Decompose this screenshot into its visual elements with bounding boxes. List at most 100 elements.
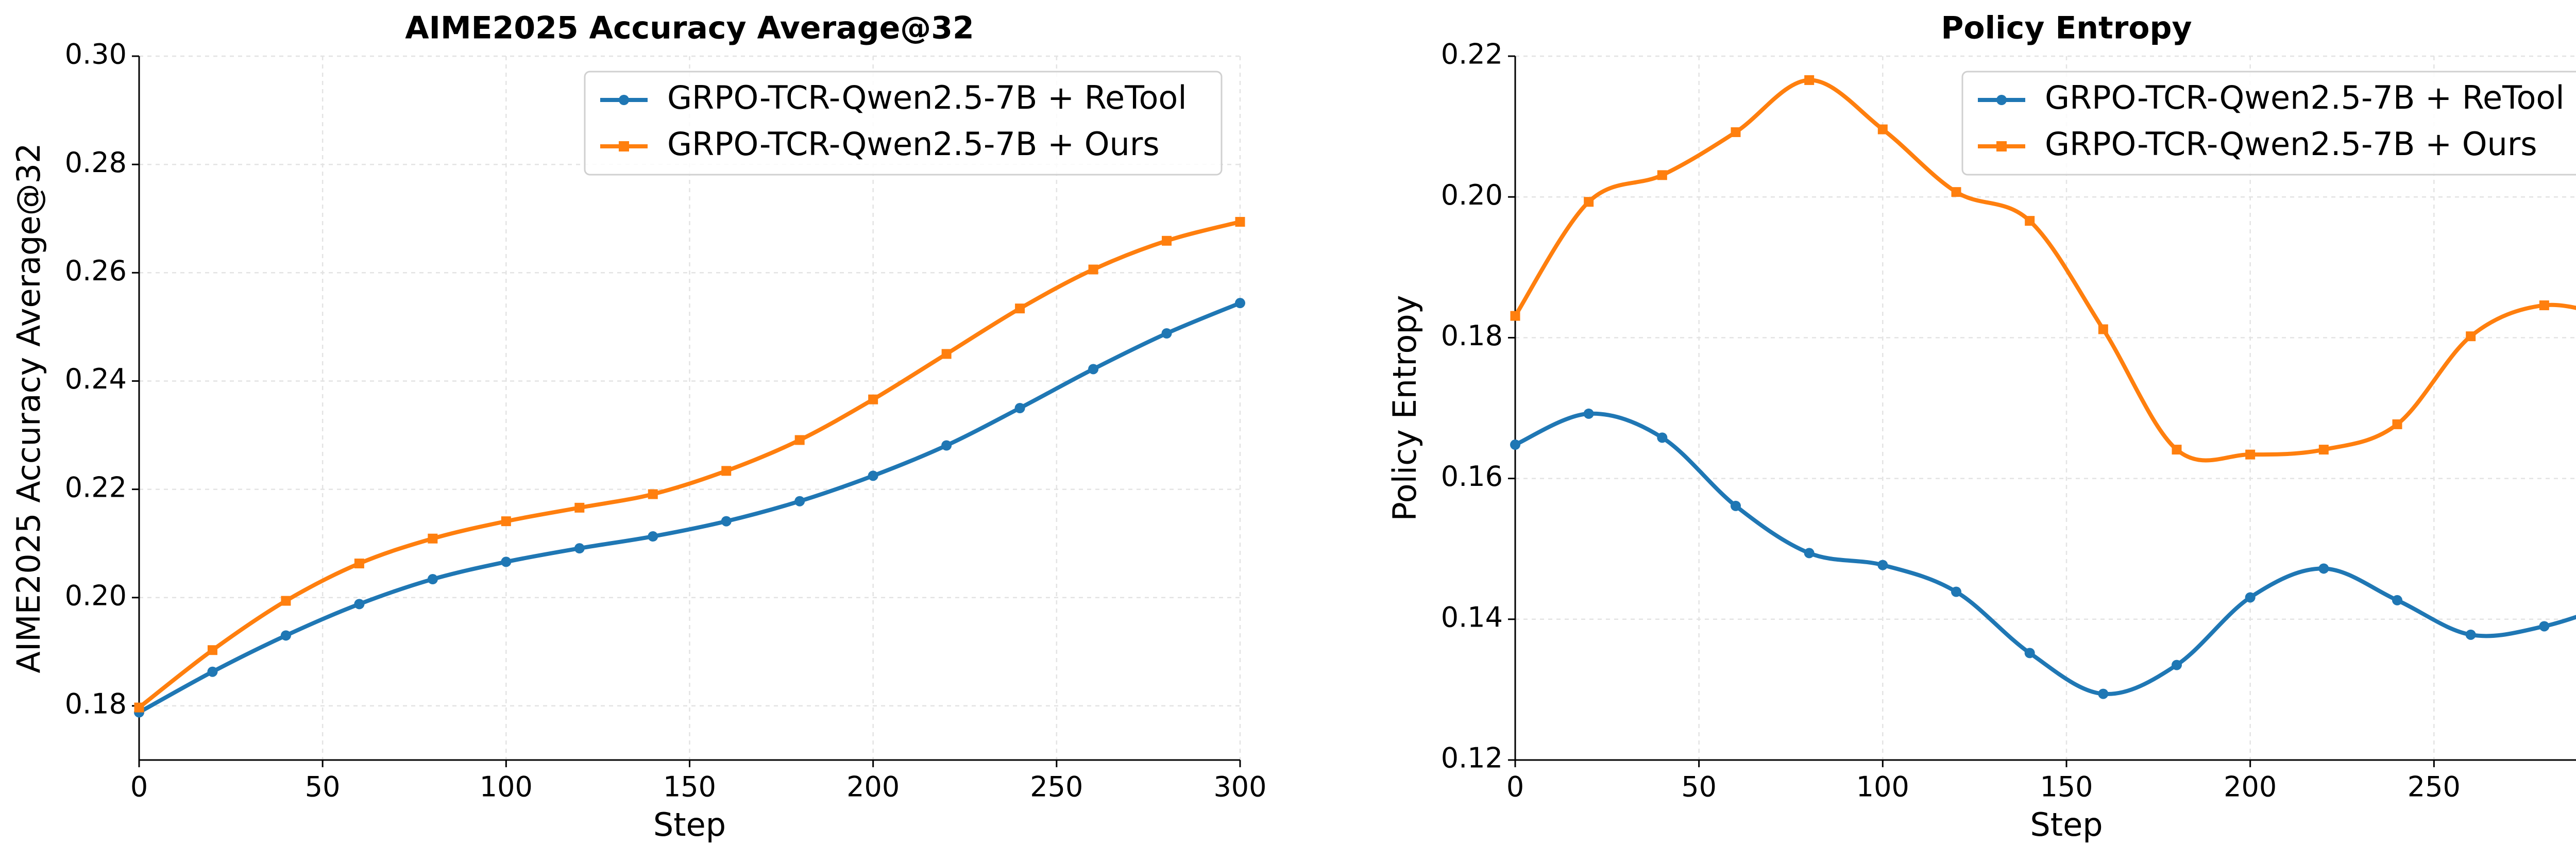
x-tick-label: 250	[1030, 771, 1083, 803]
y-tick-label: 0.20	[1441, 179, 1503, 211]
y-tick-label: 0.20	[65, 579, 127, 612]
marker	[280, 630, 291, 641]
marker	[2318, 563, 2329, 574]
marker	[574, 502, 585, 513]
marker	[2172, 445, 2182, 455]
marker	[207, 666, 218, 677]
marker	[2465, 629, 2476, 640]
legend-label: GRPO-TCR-Qwen2.5-7B + ReTool	[2045, 79, 2565, 116]
marker	[1731, 127, 1741, 138]
y-tick-label: 0.28	[65, 146, 127, 179]
legend-label: GRPO-TCR-Qwen2.5-7B + Ours	[2045, 125, 2537, 163]
marker	[1510, 311, 1520, 321]
marker	[1951, 187, 1961, 197]
y-tick-label: 0.22	[1441, 38, 1503, 71]
y-axis-label: Policy Entropy	[1386, 295, 1423, 521]
marker	[2245, 592, 2256, 603]
x-tick-label: 300	[1213, 771, 1266, 803]
legend-marker	[1996, 141, 2007, 151]
marker	[574, 543, 585, 554]
x-tick-label: 150	[663, 771, 716, 803]
y-tick-label: 0.18	[65, 688, 127, 720]
marker	[941, 440, 952, 451]
chart: 0.18 0.20 0.22 0.24 0.26 0.28 0.30 0 50 100 150 200…	[10, 10, 1266, 844]
marker	[2098, 688, 2109, 699]
y-tick-label: 0.18	[1441, 319, 1503, 352]
legend-label: GRPO-TCR-Qwen2.5-7B + Ours	[667, 125, 1160, 163]
marker	[1014, 403, 1025, 413]
x-axis-label: Step	[2030, 806, 2103, 843]
line-series	[138, 301, 1241, 715]
marker	[2098, 324, 2108, 334]
x-tick-label: 200	[2224, 771, 2277, 803]
chart-title: AIME2025 Accuracy Average@32	[405, 10, 974, 46]
chart-title: Policy Entropy	[1941, 10, 2192, 46]
y-tick-label: 0.24	[65, 363, 127, 395]
marker	[1510, 440, 1520, 450]
marker	[2024, 648, 2035, 659]
marker	[1088, 264, 1098, 275]
legend-box	[584, 71, 1223, 176]
marker	[2539, 300, 2549, 311]
x-tick-label: 250	[2408, 771, 2461, 803]
marker	[428, 533, 438, 544]
marker	[868, 394, 878, 404]
y-tick-label: 0.22	[65, 471, 127, 503]
marker	[721, 516, 732, 527]
line-series	[1513, 78, 2576, 463]
x-tick-label: 50	[1681, 771, 1717, 803]
y-tick-label: 0.26	[65, 255, 127, 287]
marker	[1583, 408, 1594, 419]
y-tick-label: 0.12	[1441, 742, 1503, 774]
y-tick-label: 0.30	[65, 38, 127, 71]
marker	[648, 489, 658, 499]
marker	[1804, 548, 1815, 559]
legend-label: GRPO-TCR-Qwen2.5-7B + ReTool	[667, 79, 1187, 116]
marker	[2392, 419, 2402, 429]
marker	[794, 435, 805, 445]
y-tick-label: 0.16	[1441, 460, 1503, 493]
marker	[721, 466, 732, 476]
marker	[354, 599, 365, 610]
marker	[1657, 432, 1668, 443]
legend-marker	[1996, 95, 2007, 105]
marker	[1162, 235, 1172, 246]
x-tick-label: 0	[130, 771, 148, 803]
marker	[868, 470, 878, 481]
x-tick-label: 150	[2040, 771, 2093, 803]
marker	[1877, 124, 1888, 134]
x-tick-label: 100	[1856, 771, 1909, 803]
marker	[648, 531, 658, 542]
line-series	[138, 220, 1241, 710]
x-tick-label: 200	[846, 771, 900, 803]
marker	[1235, 298, 1245, 309]
y-axis-label: AIME2025 Accuracy Average@32	[10, 143, 47, 673]
marker	[941, 349, 952, 359]
legend-marker	[619, 95, 629, 105]
marker	[1235, 217, 1245, 227]
y-tick-label: 0.14	[1441, 601, 1503, 633]
marker	[2172, 660, 2182, 670]
marker	[427, 574, 438, 585]
x-axis-label: Step	[653, 806, 726, 843]
marker	[501, 556, 512, 567]
x-tick-label: 0	[1506, 771, 1524, 803]
marker	[501, 516, 511, 527]
marker	[2245, 449, 2256, 460]
marker	[2318, 445, 2329, 455]
marker	[1804, 75, 1815, 85]
marker	[1584, 197, 1594, 207]
chart: 0.120.140.160.180.200.220501001502002503…	[1386, 10, 2576, 843]
marker	[207, 645, 217, 655]
marker	[281, 596, 291, 606]
marker	[2392, 595, 2402, 605]
marker	[794, 496, 805, 507]
marker	[1161, 328, 1172, 339]
marker	[134, 702, 144, 713]
marker	[1951, 586, 1961, 597]
marker	[1657, 170, 1667, 180]
marker	[2466, 331, 2476, 342]
marker	[1877, 560, 1888, 570]
